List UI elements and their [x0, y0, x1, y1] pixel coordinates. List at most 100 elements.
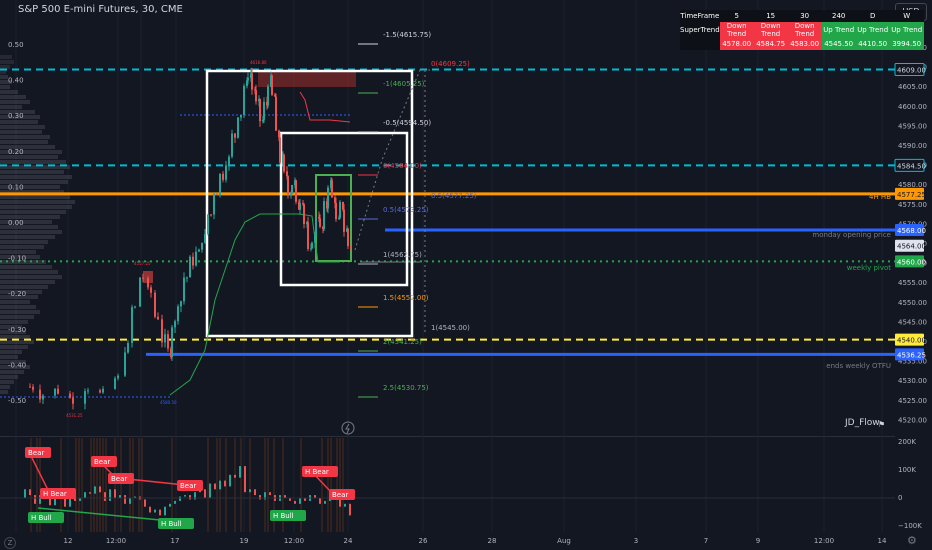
candle-body [32, 386, 34, 390]
volume-profile-bar [0, 195, 70, 199]
fib-label: 0(4584.00) [383, 162, 422, 170]
volume-profile-bar [0, 135, 50, 139]
osc-candle [114, 489, 116, 498]
osc-candle [299, 498, 301, 504]
osc-candle [244, 466, 246, 493]
osc-candle [344, 503, 346, 507]
osc-background-bar [300, 438, 302, 532]
candle-body [154, 292, 156, 317]
candle-body [171, 327, 173, 358]
price-tag-label: 4540.00 [897, 337, 926, 345]
candle-body [279, 137, 281, 163]
volume-profile-bar [0, 205, 72, 209]
osc-background-bar [105, 438, 107, 532]
volume-profile-bar [0, 390, 8, 394]
osc-candle [234, 474, 236, 478]
osc-candle [349, 503, 351, 516]
price-tag-label: 4568.00 [897, 227, 926, 235]
osc-candle [269, 492, 271, 496]
osc-background-bar [327, 438, 329, 532]
candle-body [117, 375, 119, 379]
candle-body [275, 96, 277, 131]
candle-body [350, 246, 352, 248]
candle-body [189, 256, 191, 278]
osc-badge [25, 447, 51, 458]
left-axis-label: 0.00 [8, 219, 24, 227]
candle-body [274, 94, 276, 97]
volume-profile-bar [0, 305, 36, 309]
volume-profile-bar [0, 80, 12, 84]
osc-badge-label: Bear [94, 458, 110, 466]
candle-body [183, 277, 185, 302]
candle-body [72, 397, 74, 404]
osc-badge-label: H Bull [31, 514, 52, 522]
tf-value: 4584.75 [753, 38, 788, 50]
candle-body [338, 217, 340, 220]
candle-body [99, 390, 101, 393]
candle-body [254, 89, 256, 91]
osc-candle [149, 506, 151, 513]
osc-badge [329, 489, 355, 500]
label-weekly-pivot: weekly pivot [847, 264, 892, 272]
volume-profile-bar [0, 230, 62, 234]
osc-candle [264, 492, 266, 500]
osc-background-bar [129, 438, 131, 532]
osc-background-bar [93, 438, 95, 532]
volume-profile-bar [0, 185, 60, 189]
price-tag [895, 348, 924, 361]
timezone-button[interactable]: Z [4, 537, 16, 549]
price-tag-label: 4564.00 [897, 243, 926, 251]
candle-body [219, 173, 221, 196]
time-axis-label: 14 [878, 537, 887, 545]
right-axis-label: 4535.00 [898, 358, 927, 366]
gear-icon[interactable]: ⚙ [907, 534, 917, 547]
osc-background-bar [339, 438, 341, 532]
osc-candle [204, 489, 206, 498]
fib-label: -1(4605.25) [383, 80, 425, 88]
left-axis-label: -0.20 [8, 290, 26, 298]
right-axis-label: 4575.00 [898, 201, 927, 209]
osc-badge [91, 456, 117, 467]
candle-body [299, 203, 301, 210]
fib2-label: 0(4609.25) [431, 60, 470, 68]
osc-candle [184, 495, 186, 497]
osc-candle [99, 486, 101, 493]
candle-body [339, 201, 341, 218]
candle-body [318, 217, 320, 219]
candle-body [247, 77, 249, 81]
osc-candle [284, 495, 286, 498]
label-monday-open: monday opening price [812, 231, 891, 239]
osc-background-bar [90, 438, 92, 532]
flag-icon: ⚑ [878, 420, 885, 429]
volume-profile-bar [0, 360, 26, 364]
right-axis-bg [895, 0, 932, 550]
candle-body [319, 218, 321, 227]
time-axis-label: 12:00 [284, 537, 304, 545]
osc-candle [294, 500, 296, 504]
price-tag [895, 255, 924, 268]
osc-background-bar [321, 438, 323, 532]
osc-candle [224, 480, 226, 487]
candle-body [131, 307, 133, 344]
candle-body [334, 197, 336, 203]
osc-candle [314, 495, 316, 498]
candle-body [291, 185, 293, 194]
candle-body [327, 187, 329, 209]
candle-body [198, 249, 200, 252]
osc-background-bar [132, 438, 134, 532]
candle-body [237, 117, 239, 138]
tf-trend: Up Trend [855, 22, 890, 38]
volume-profile-bar [0, 65, 10, 69]
volume-profile-bar [0, 220, 52, 224]
candle-body [251, 73, 253, 90]
price-tag-label: 4536.25 [897, 351, 926, 359]
tf-col: 15 [753, 10, 788, 22]
tf-value: 4583.00 [787, 38, 822, 50]
osc-background-bar [30, 438, 32, 532]
tf-trend: Down Trend [753, 22, 788, 38]
osc-candle [169, 503, 171, 507]
volume-profile-bar [0, 175, 72, 179]
volume-profile-bar [0, 115, 40, 119]
